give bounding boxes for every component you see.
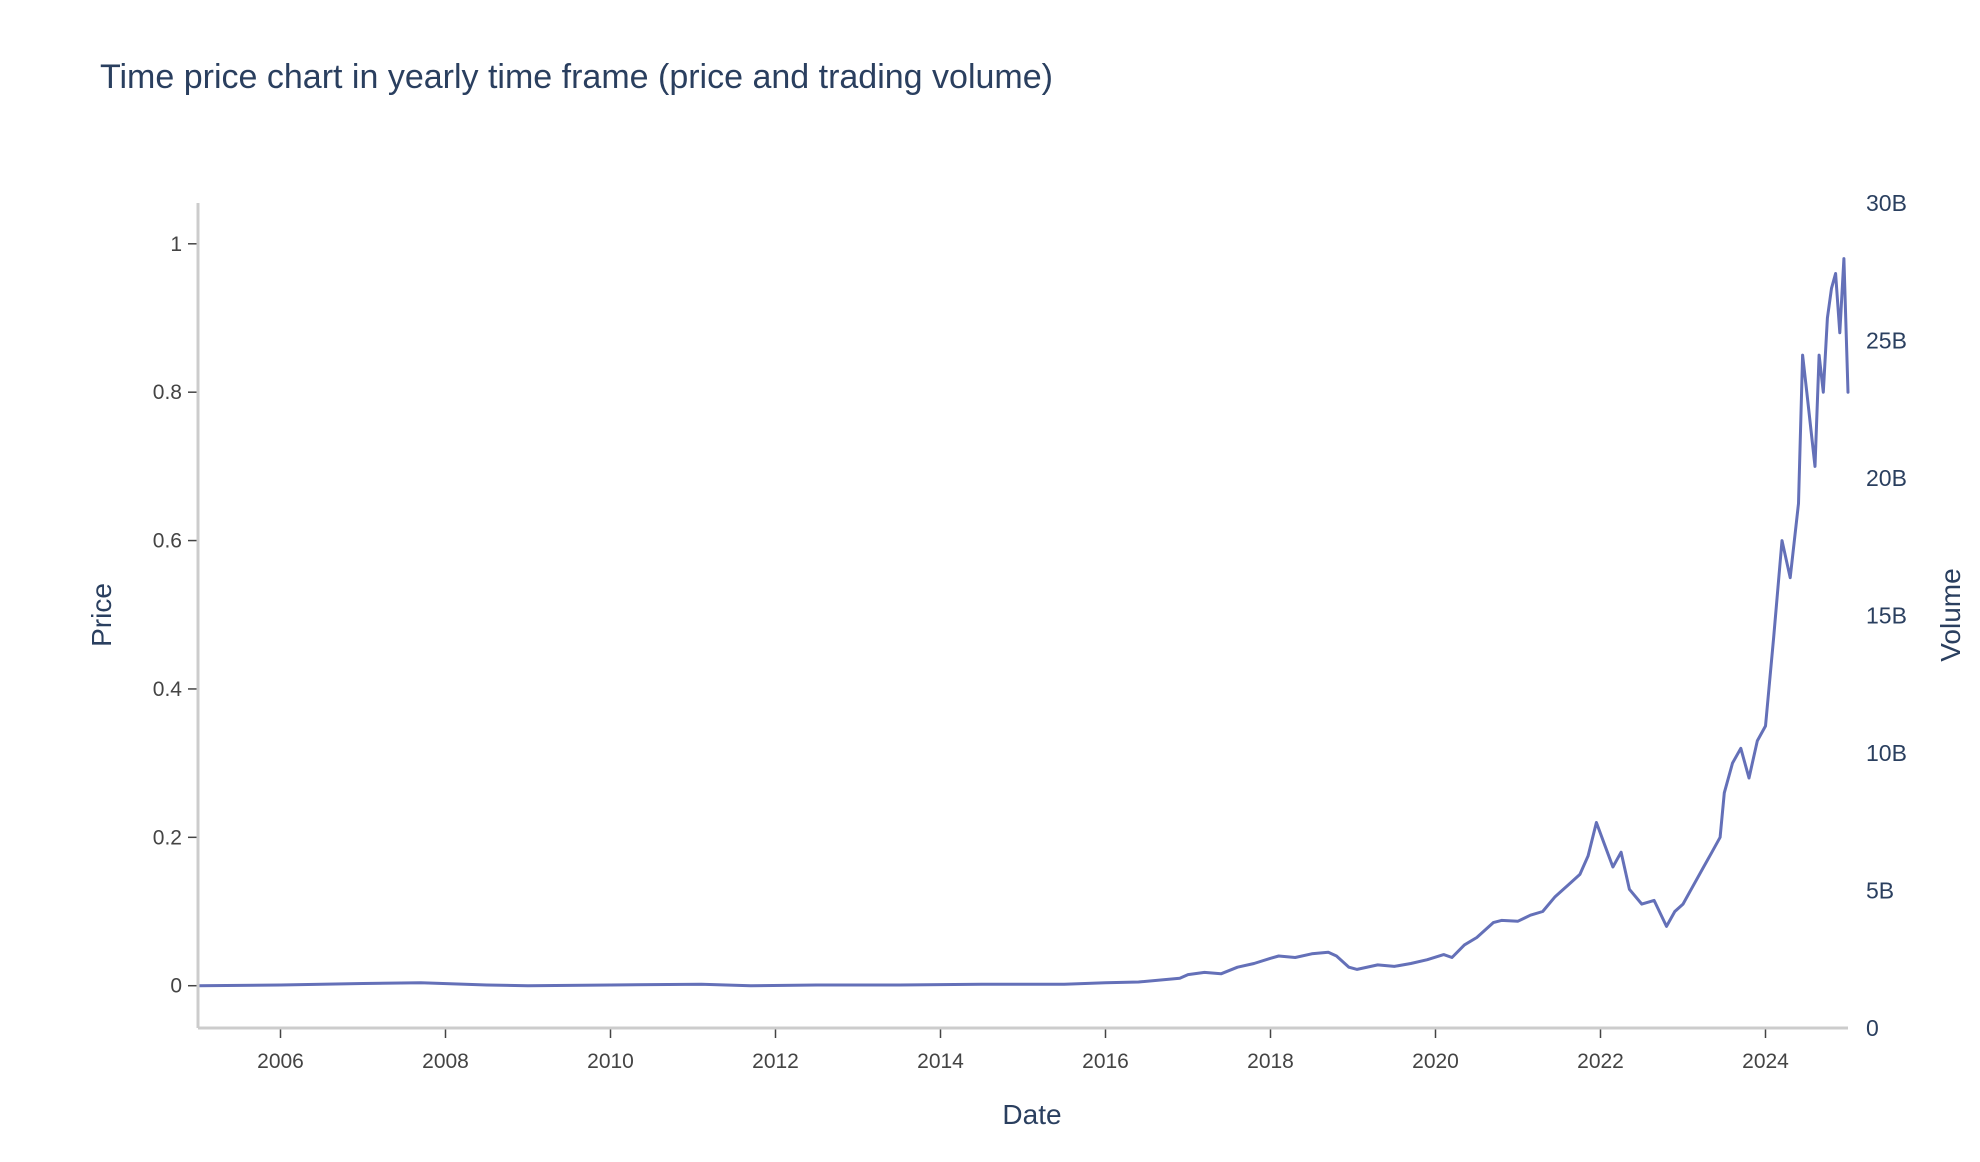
date-tick-label: 2018 bbox=[1247, 1050, 1294, 1073]
volume-tick-label: 20B bbox=[1866, 465, 1907, 491]
date-tick-label: 2020 bbox=[1412, 1050, 1459, 1073]
price-tick-label: 0.8 bbox=[153, 381, 182, 404]
volume-tick-label: 5B bbox=[1866, 878, 1894, 904]
volume-tick-label: 0 bbox=[1866, 1015, 1879, 1041]
date-tick-label: 2012 bbox=[752, 1050, 799, 1073]
date-tick-label: 2014 bbox=[917, 1050, 964, 1073]
price-tick-label: 0 bbox=[170, 975, 182, 998]
price-series bbox=[196, 257, 1850, 988]
price-axis-ticks: 0 0.2 0.4 0.6 0.8 1 bbox=[153, 233, 198, 998]
volume-axis-ticks: 0 5B 10B 15B 20B 25B 30B bbox=[1866, 190, 1907, 1041]
volume-tick-label: 25B bbox=[1866, 328, 1907, 354]
price-tick-label: 1 bbox=[170, 233, 182, 256]
price-tick-label: 0.6 bbox=[153, 530, 182, 553]
date-axis-ticks: 2006 2008 2010 2012 2014 2016 2018 2020 2022 2024 bbox=[257, 1028, 1789, 1073]
date-tick-label: 2024 bbox=[1742, 1050, 1789, 1073]
price-tick-label: 0.2 bbox=[153, 826, 182, 849]
y2-axis-title: Volume bbox=[1935, 568, 1966, 661]
x-axis-title: Date bbox=[1002, 1099, 1061, 1130]
price-tick-label: 0.4 bbox=[153, 678, 183, 701]
volume-tick-label: 15B bbox=[1866, 603, 1907, 629]
date-tick-label: 2016 bbox=[1082, 1050, 1129, 1073]
date-tick-label: 2008 bbox=[422, 1050, 469, 1073]
chart-title: Time price chart in yearly time frame (p… bbox=[100, 58, 1053, 96]
date-tick-label: 2010 bbox=[587, 1050, 634, 1073]
date-tick-label: 2006 bbox=[257, 1050, 304, 1073]
price-line bbox=[196, 257, 1850, 988]
volume-tick-label: 10B bbox=[1866, 740, 1907, 766]
date-tick-label: 2022 bbox=[1577, 1050, 1624, 1073]
y-axis-title: Price bbox=[86, 583, 117, 647]
volume-tick-label: 30B bbox=[1866, 190, 1907, 216]
